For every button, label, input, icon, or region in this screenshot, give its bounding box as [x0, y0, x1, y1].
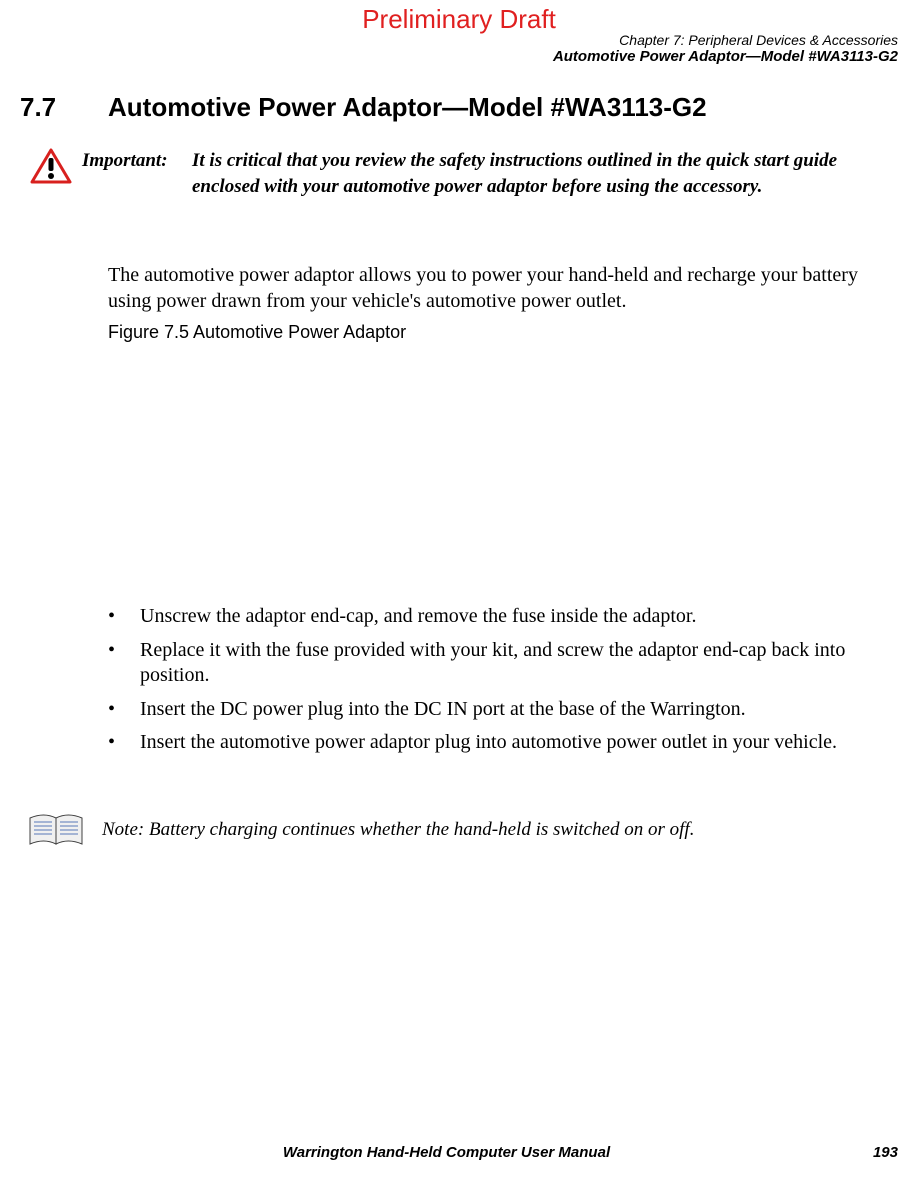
note-label: Note:: [102, 819, 144, 840]
warning-icon: [30, 148, 72, 184]
page-number: 193: [873, 1144, 898, 1161]
list-item-text: Unscrew the adaptor end-cap, and remove …: [140, 604, 898, 630]
preliminary-draft-label: Preliminary Draft: [0, 4, 918, 35]
list-item-text: Replace it with the fuse provided with y…: [140, 638, 898, 689]
page-header-meta: Chapter 7: Peripheral Devices & Accessor…: [553, 32, 898, 65]
page-footer: Warrington Hand-Held Computer User Manua…: [20, 1144, 898, 1161]
list-item: •Unscrew the adaptor end-cap, and remove…: [108, 604, 898, 630]
important-label: Important:: [82, 148, 192, 199]
section-heading: 7.7 Automotive Power Adaptor—Model #WA31…: [20, 92, 898, 123]
list-item: •Replace it with the fuse provided with …: [108, 638, 898, 689]
chapter-label: Chapter 7: Peripheral Devices & Accessor…: [553, 32, 898, 48]
list-item: •Insert the automotive power adaptor plu…: [108, 730, 898, 756]
bullet-icon: •: [108, 604, 140, 630]
section-label: Automotive Power Adaptor—Model #WA3113-G…: [553, 48, 898, 65]
bullet-icon: •: [108, 697, 140, 723]
note-text: Note: Battery charging continues whether…: [102, 819, 694, 841]
important-callout: Important: It is critical that you revie…: [30, 148, 888, 199]
section-title: Automotive Power Adaptor—Model #WA3113-G…: [108, 92, 707, 123]
manual-title: Warrington Hand-Held Computer User Manua…: [283, 1144, 610, 1161]
intro-paragraph: The automotive power adaptor allows you …: [108, 262, 888, 314]
figure-caption: Figure 7.5 Automotive Power Adaptor: [108, 322, 406, 343]
section-number: 7.7: [20, 92, 108, 123]
note-callout: Note: Battery charging continues whether…: [26, 812, 888, 848]
book-icon: [26, 812, 86, 848]
list-item-text: Insert the DC power plug into the DC IN …: [140, 697, 898, 723]
important-body: It is critical that you review the safet…: [192, 148, 888, 199]
instruction-list: •Unscrew the adaptor end-cap, and remove…: [108, 604, 898, 764]
bullet-icon: •: [108, 730, 140, 756]
bullet-icon: •: [108, 638, 140, 689]
list-item-text: Insert the automotive power adaptor plug…: [140, 730, 898, 756]
note-body: Battery charging continues whether the h…: [149, 819, 694, 840]
list-item: •Insert the DC power plug into the DC IN…: [108, 697, 898, 723]
